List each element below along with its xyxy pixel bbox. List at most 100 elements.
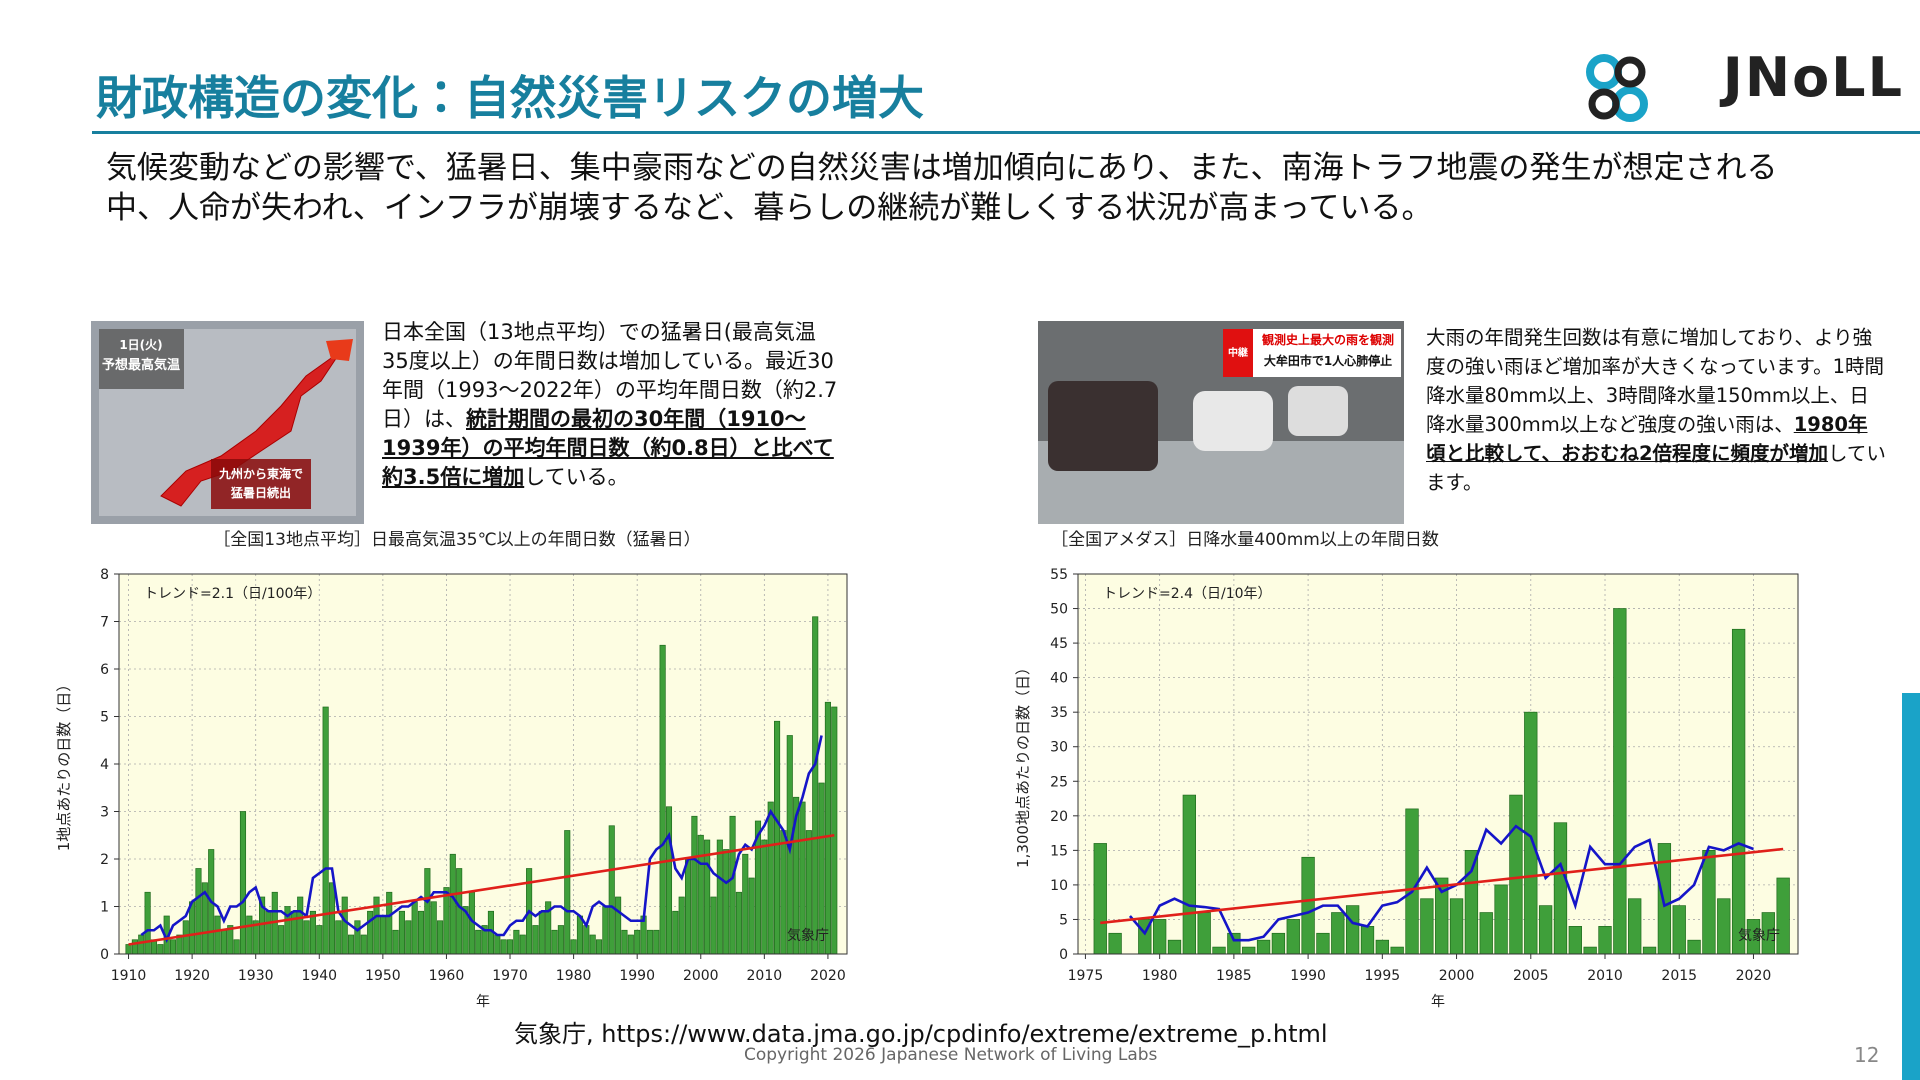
bar [1613, 608, 1627, 955]
bar [1657, 843, 1672, 955]
bar [437, 920, 444, 955]
bar [1553, 822, 1568, 955]
y-tick-label: 35 [1050, 705, 1068, 721]
bar [1494, 884, 1508, 955]
x-tick-label: 2020 [810, 968, 846, 984]
bar [297, 896, 304, 955]
bar [678, 896, 685, 955]
bar [519, 934, 526, 955]
bar [735, 891, 742, 955]
bar [500, 939, 507, 955]
bar [379, 915, 386, 955]
source-annotation: 気象庁 [787, 928, 829, 944]
y-tick-label: 15 [1050, 843, 1068, 859]
plot-frame [1077, 573, 1799, 955]
y-tick-label: 5 [100, 710, 109, 726]
bar [1464, 850, 1479, 955]
bar [1271, 932, 1286, 955]
bar [615, 896, 622, 955]
x-tick-label: 2000 [1439, 968, 1475, 984]
x-tick-label: 1930 [238, 968, 274, 984]
bar [348, 934, 355, 955]
bar [1449, 898, 1464, 955]
bar [665, 806, 673, 955]
y-tick-label: 4 [100, 757, 109, 773]
text-emphasis: 1980年頃と比較して、おおむね2倍程度に頻度が増加 [1426, 413, 1868, 465]
bar [653, 929, 660, 955]
bar [144, 891, 151, 955]
bar [430, 901, 437, 955]
bar [716, 839, 723, 955]
bar [1687, 939, 1701, 955]
bar [195, 868, 202, 955]
bar [1420, 898, 1434, 955]
bar [634, 929, 641, 955]
text-emphasis: 統計期間の最初の30年間（1910～1939年）の平均年間日数（約0.8日）と比… [382, 407, 834, 489]
x-tick-label: 1990 [619, 968, 655, 984]
intro-text: 気候変動などの影響で、猛暑日、集中豪雨などの自然災害は増加傾向にあり、また、南海… [106, 150, 1778, 226]
x-tick-label: 1960 [429, 968, 465, 984]
bar [780, 830, 787, 955]
bar [1672, 905, 1686, 955]
source: 気象庁, https://www.data.jma.go.jp/cpdinfo/… [514, 1020, 1328, 1048]
y-tick-label: 2 [100, 852, 109, 868]
bar [398, 910, 405, 955]
bar [532, 925, 539, 955]
bar [424, 868, 431, 955]
bar [589, 934, 596, 955]
bar [621, 929, 628, 955]
page-number: 12 [1854, 1043, 1880, 1067]
image-text: 予想最高気温 [102, 357, 180, 373]
bar [246, 915, 253, 955]
bar [697, 834, 704, 955]
y-tick-label: 25 [1050, 774, 1068, 790]
y-tick-label: 5 [1059, 912, 1068, 928]
bar [1093, 843, 1107, 955]
x-tick-label: 1920 [174, 968, 210, 984]
x-tick-label: 1970 [492, 968, 528, 984]
bar [748, 877, 755, 955]
bar [506, 939, 514, 955]
y-tick-label: 0 [1059, 947, 1068, 963]
bar [239, 811, 247, 955]
x-tick-label: 1990 [1290, 968, 1326, 984]
bar [824, 701, 831, 955]
bar [710, 896, 717, 955]
bar [265, 910, 272, 955]
bar [1227, 932, 1241, 955]
bar [1538, 905, 1553, 955]
bar [608, 825, 615, 955]
bar [386, 891, 393, 955]
y-tick-label: 55 [1050, 567, 1068, 583]
bar [1628, 898, 1642, 955]
bar [723, 849, 730, 955]
bar [131, 939, 138, 955]
text-run: 大雨の年間発生回数は有意に増加しており、より強度の強い雨ほど増加率が大きくなって… [1426, 326, 1884, 436]
bar [1390, 946, 1404, 955]
y-tick-label: 45 [1050, 636, 1068, 652]
y-axis-label: 1地点あたりの日数（日） [55, 677, 73, 852]
x-tick-label: 1975 [1068, 968, 1104, 984]
y-tick-label: 10 [1050, 878, 1068, 894]
bar [672, 910, 679, 955]
trend-annotation: トレンド=2.1（日/100年） [144, 586, 321, 602]
x-tick-label: 1995 [1365, 968, 1401, 984]
bar [360, 934, 367, 955]
slide-title: 財政構造の変化：自然災害リスクの増大 [96, 71, 924, 125]
bar [1212, 946, 1226, 955]
bar [443, 887, 450, 955]
y-tick-label: 7 [100, 615, 109, 631]
bar [812, 616, 819, 955]
side-accent [1902, 693, 1920, 1080]
bar [538, 910, 545, 955]
trend-annotation: トレンド=2.4（日/10年） [1103, 586, 1272, 602]
bar [417, 910, 425, 955]
image-text: 中継 [1228, 346, 1248, 359]
x-tick-label: 1950 [365, 968, 401, 984]
bar [774, 720, 781, 955]
x-tick-label: 2005 [1513, 968, 1549, 984]
bar [169, 939, 177, 955]
bar [456, 868, 463, 955]
bar [411, 901, 418, 955]
bar [602, 906, 609, 955]
